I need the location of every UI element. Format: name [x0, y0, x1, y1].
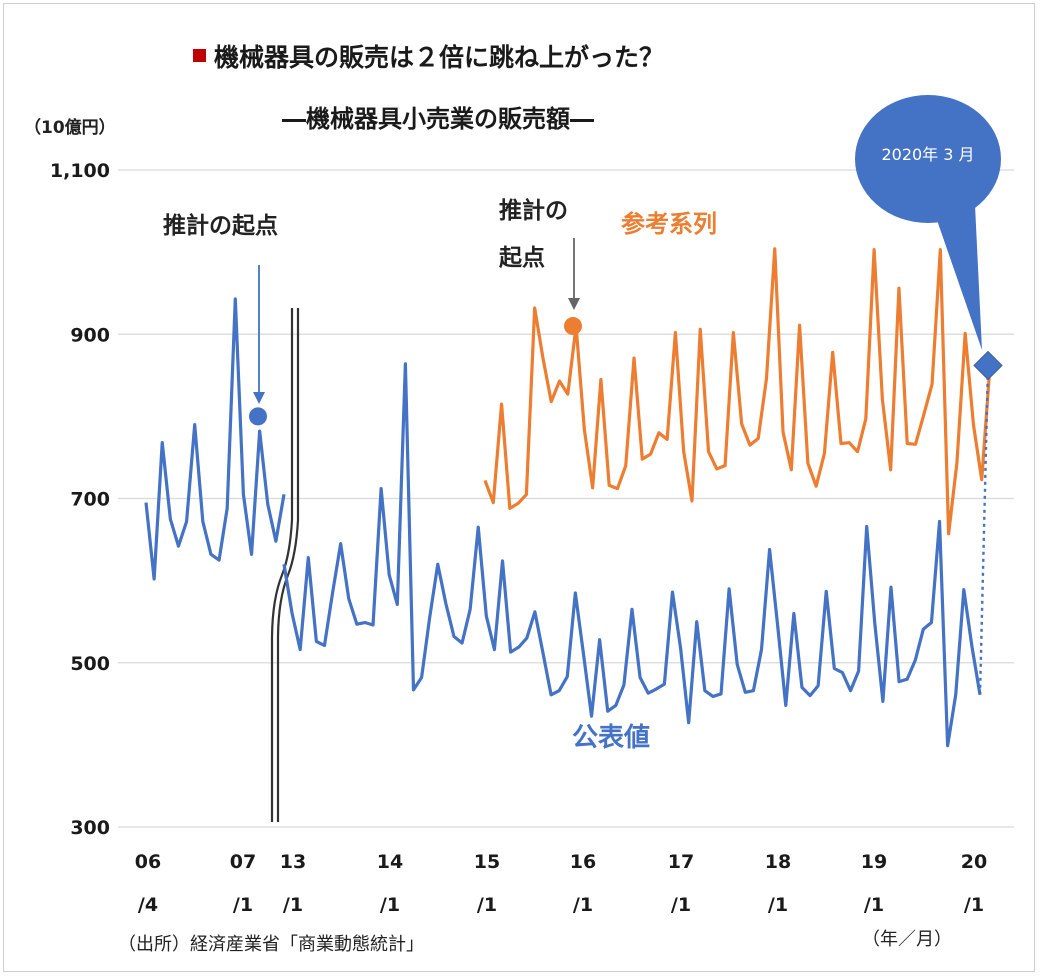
arrow-down-gray-icon: [568, 238, 580, 310]
series-line-reference: [483, 247, 992, 536]
callout-bubble: 2020年 3 月: [855, 95, 1001, 350]
series-connector-dotted: [978, 365, 990, 695]
arrow-down-blue-icon: [253, 265, 265, 404]
x-tick-label: 17: [668, 851, 694, 873]
chart-title: 機械器具の販売は２倍に跳ね上がった？: [214, 43, 664, 72]
x-tick-label: 06: [135, 851, 161, 873]
x-tick-label: 13: [280, 851, 306, 873]
x-tick-label: 18: [765, 851, 791, 873]
chart-frame: [3, 3, 1035, 972]
chart-subtitle: ―機械器具小売業の販売額―: [282, 105, 594, 133]
series-label-published: 公表値: [572, 723, 650, 753]
title-bullet-icon: [193, 49, 206, 62]
x-tick-label: 19: [861, 851, 887, 873]
x-tick-label: 20: [961, 851, 987, 873]
x-tick-label-sub: /1: [233, 894, 253, 916]
y-tick-label: 500: [70, 653, 110, 675]
y-tick-label: 300: [70, 817, 110, 839]
marker-2020-march: [973, 350, 1003, 381]
y-tick-label: 1,100: [50, 160, 110, 182]
axis-break-mark: [270, 308, 300, 822]
series-line-published-2012: [282, 362, 982, 748]
source-note: （出所）経済産業省「商業動態統計」: [118, 934, 424, 955]
x-tick-label-sub: /1: [283, 894, 303, 916]
y-tick-label: 900: [70, 324, 110, 346]
x-tick-label: 14: [377, 851, 403, 873]
y-axis: 300 500 700 900 1,100: [50, 160, 110, 839]
x-tick-label-sub: /1: [864, 894, 884, 916]
x-tick-label: 15: [474, 851, 500, 873]
annotation-start-orange-line2: 起点: [499, 245, 545, 271]
x-tick-label: 07: [230, 851, 256, 873]
x-tick-label-sub: /4: [138, 894, 158, 916]
marker-start-reference: [564, 317, 582, 336]
x-tick-label-sub: /1: [768, 894, 788, 916]
x-tick-label-sub: /1: [477, 894, 497, 916]
x-tick-label-sub: /1: [573, 894, 593, 916]
y-axis-unit: （10億円）: [24, 117, 116, 138]
series-label-reference: 参考系列: [621, 210, 717, 238]
marker-start-published: [249, 407, 267, 426]
callout-text: 2020年 3 月: [881, 145, 974, 164]
x-tick-label-sub: /1: [380, 894, 400, 916]
x-tick-label-sub: /1: [964, 894, 984, 916]
annotation-start-orange-line1: 推計の: [499, 197, 568, 224]
series-line-published-2006: [144, 297, 286, 581]
x-axis-unit: （年／月）: [862, 929, 952, 950]
annotation-start-blue: 推計の起点: [163, 212, 278, 239]
x-tick-label-sub: /1: [671, 894, 691, 916]
x-axis: 06/4 07/1 13/1 14/1 15/1 16/1 17/1 18/1 19/1 20/1: [135, 851, 987, 916]
series-layer: [144, 247, 1003, 748]
y-tick-label: 700: [70, 489, 110, 511]
gridlines: [118, 169, 1014, 828]
x-tick-label: 16: [570, 851, 596, 873]
